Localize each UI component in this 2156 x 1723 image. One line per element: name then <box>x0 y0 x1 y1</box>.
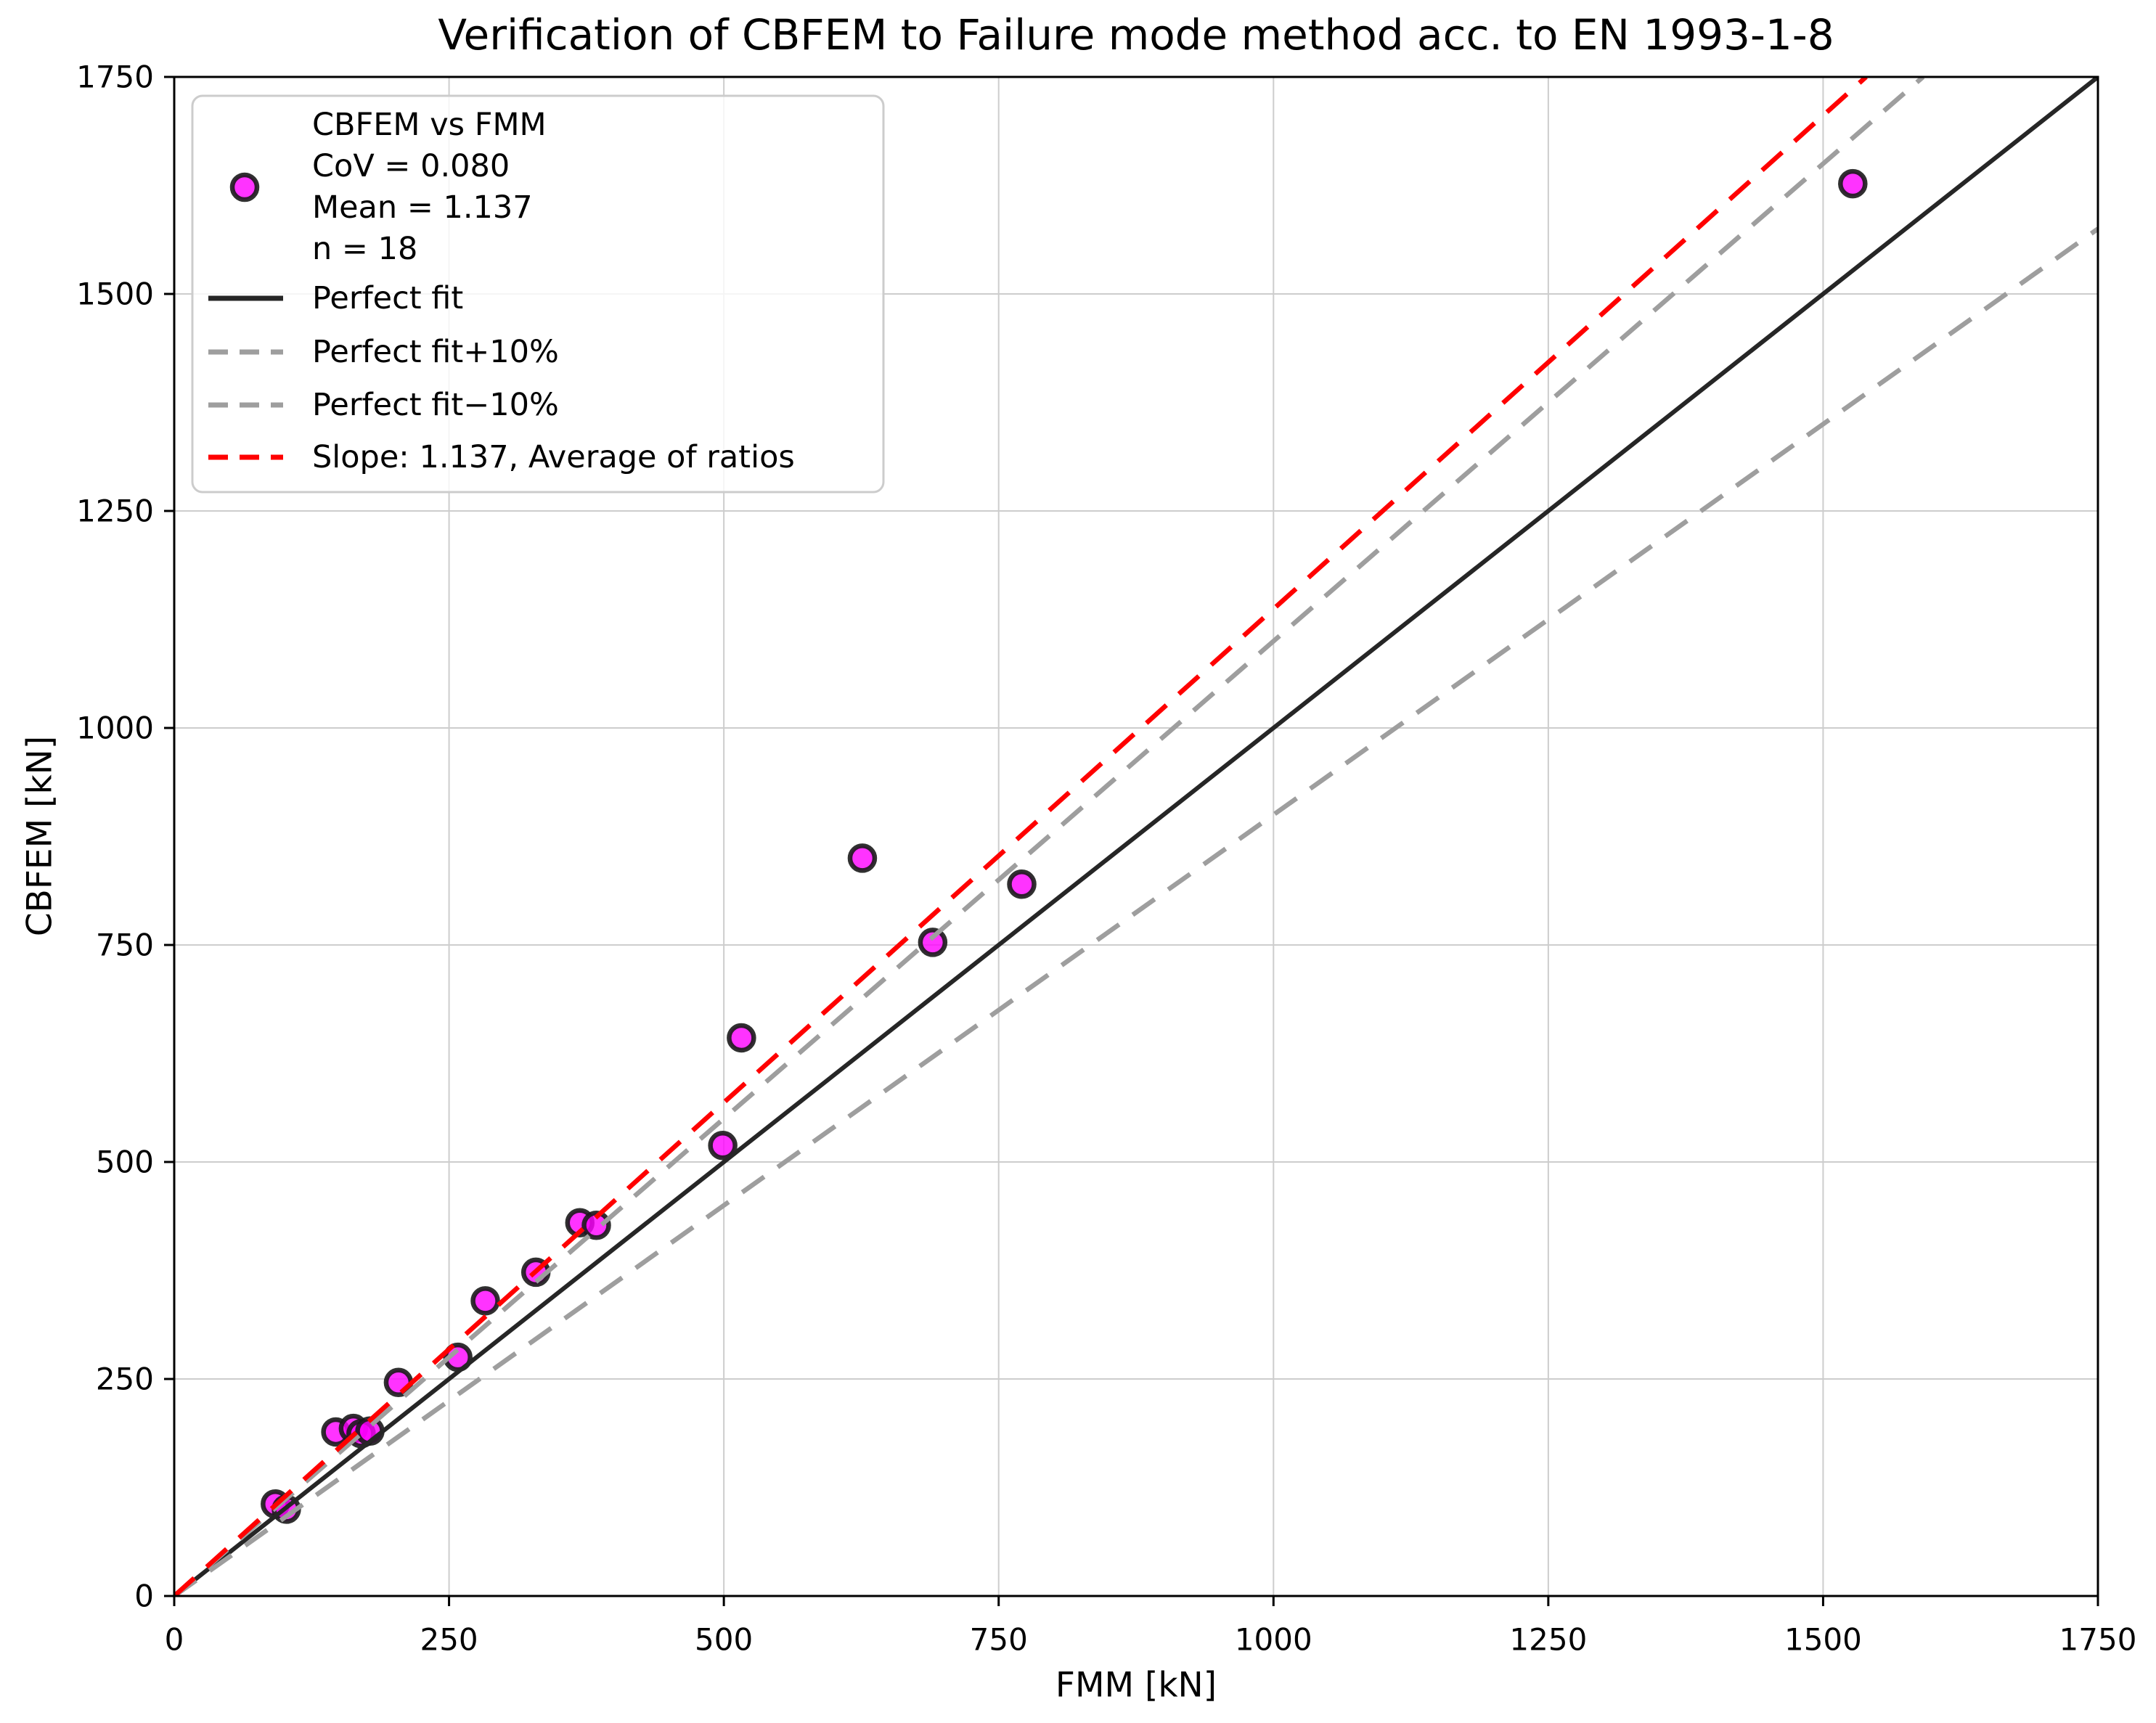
fit-line-dashed <box>174 77 1925 1596</box>
legend-stat-line: CoV = 0.080 <box>312 148 510 184</box>
legend-stat-line: n = 18 <box>312 231 417 267</box>
x-tick-label: 750 <box>970 1622 1028 1658</box>
x-tick-label: 1750 <box>2059 1622 2137 1658</box>
x-tick-label: 1000 <box>1235 1622 1312 1658</box>
data-point <box>708 1131 738 1161</box>
x-tick-label: 1250 <box>1509 1622 1587 1658</box>
x-tick-label: 0 <box>165 1622 184 1658</box>
data-point <box>847 843 878 873</box>
x-tick-label: 250 <box>420 1622 478 1658</box>
y-tick-label: 250 <box>96 1362 154 1397</box>
ticks-layer: 0 250 500 750 1000 1250 1500 1750 0 250 500 750 1000… <box>76 60 2136 1658</box>
legend-box <box>191 94 885 494</box>
data-point <box>470 1286 500 1316</box>
legend-entry-label: Slope: 1.137, Average of ratios <box>312 439 795 475</box>
data-point <box>918 928 948 957</box>
legend-stat-line: CBFEM vs FMM <box>312 107 547 143</box>
y-tick-label: 750 <box>96 928 154 963</box>
y-tick-label: 1750 <box>76 60 154 95</box>
y-tick-label: 500 <box>96 1145 154 1180</box>
fit-line-dashed <box>174 77 1868 1596</box>
fit-line-dashed <box>174 226 2098 1596</box>
data-point <box>1838 168 1868 199</box>
y-tick-label: 1000 <box>76 711 154 746</box>
legend-stat-line: Mean = 1.137 <box>312 189 533 226</box>
y-tick-label: 1500 <box>76 277 154 312</box>
x-tick-label: 500 <box>695 1622 753 1658</box>
plot-border <box>173 75 2099 1597</box>
data-point <box>1007 869 1037 899</box>
legend-entry-label: Perfect fit <box>312 280 463 316</box>
x-axis-label: FMM [kN] <box>1055 1666 1217 1706</box>
legend-entry-label: Perfect fit+10% <box>312 334 559 370</box>
legend: CBFEM vs FMM CoV = 0.080 Mean = 1.137 n = 1… <box>191 94 885 494</box>
y-tick-label: 0 <box>134 1579 154 1614</box>
fit-lines-layer <box>174 77 2098 1596</box>
x-tick-label: 1500 <box>1784 1622 1862 1658</box>
perfect-fit-line <box>174 77 2098 1596</box>
legend-texts: CBFEM vs FMM CoV = 0.080 Mean = 1.137 n = 1… <box>208 107 795 475</box>
y-tick-label: 1250 <box>76 494 154 529</box>
legend-entry-label: Perfect fit−10% <box>312 387 559 423</box>
chart-title: Verification of CBFEM to Failure mode me… <box>438 10 1834 60</box>
data-point <box>727 1023 756 1053</box>
legend-scatter-marker <box>229 172 260 202</box>
data-point <box>581 1211 611 1240</box>
y-axis-label: CBFEM [kN] <box>20 736 60 936</box>
grid-layer <box>174 77 2098 1596</box>
